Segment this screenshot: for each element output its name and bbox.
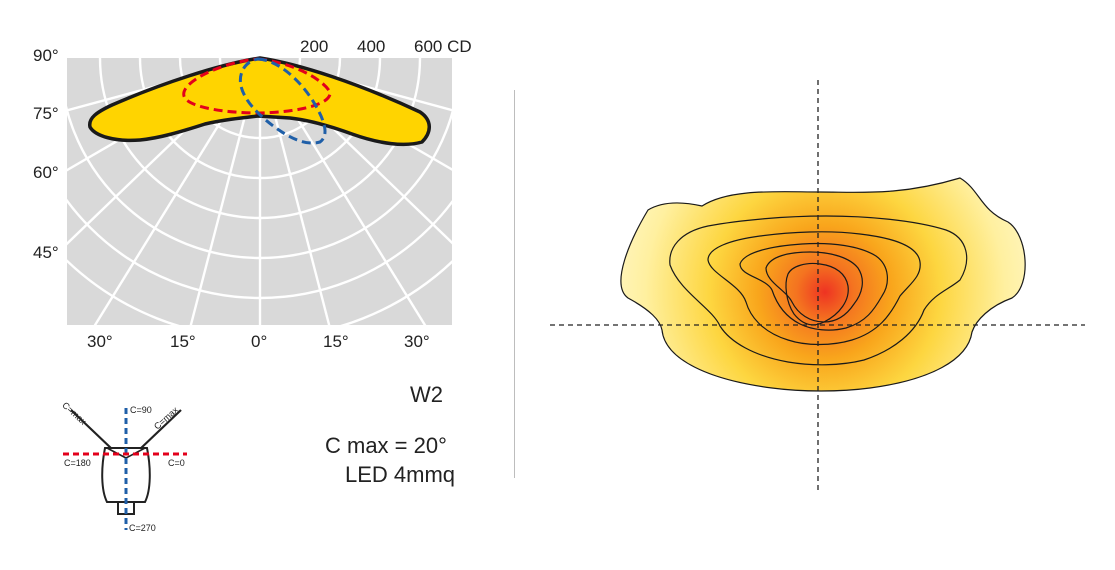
isolux-contour-4 [739,242,888,331]
bottom-angle-30-left: 30° [87,332,113,351]
isolux-contour-core [785,262,849,326]
isolux-outer-contour [620,177,1026,392]
bottom-angle-0: 0° [251,332,268,351]
cmax-label: C max = 20° [325,433,447,458]
photometric-curve-fill [88,56,431,147]
bottom-angle-15-right: 15° [323,332,349,351]
fixture-label-c270: C=270 [129,523,156,533]
intensity-label-600: 600 CD [414,37,472,56]
model-label: W2 [410,382,443,407]
fixture-schematic [63,408,187,530]
isolux-contour-5 [765,251,863,323]
angle-label-60: 60° [33,163,59,182]
fixture-label-c0: C=0 [168,458,185,468]
intensity-label-200: 200 [300,37,329,56]
angle-label-90: 90° [33,46,59,65]
led-label: LED 4mmq [345,462,456,487]
polar-diagram [67,56,452,325]
fixture-label-c90: C=90 [130,405,152,415]
angle-label-75: 75° [33,104,59,123]
intensity-label-400: 400 [357,37,386,56]
angle-label-45: 45° [33,243,59,262]
bottom-angle-30-right: 30° [404,332,430,351]
isolux-contour-3 [707,231,921,346]
fixture-label-c180: C=180 [64,458,91,468]
isolux-contour-2 [669,215,968,366]
section-divider [514,90,515,478]
bottom-angle-15-left: 15° [170,332,196,351]
isolux-diagram [550,80,1085,490]
